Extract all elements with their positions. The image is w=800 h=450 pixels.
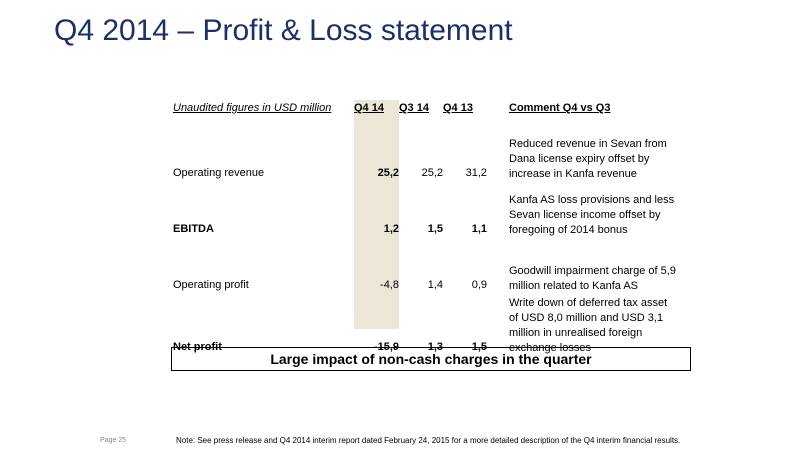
header-q3-14: Q3 14	[399, 102, 429, 114]
table-row: EBITDA 1,2 1,5 1,1 Kanfa AS loss provisi…	[173, 184, 677, 240]
header-q4-13: Q4 13	[443, 102, 473, 114]
q4-column-highlight	[354, 100, 399, 329]
row-q4-13: 31,2	[465, 167, 487, 179]
footnote: Note: See press release and Q4 2014 inte…	[176, 436, 681, 445]
page-title: Q4 2014 – Profit & Loss statement	[54, 14, 513, 47]
row-q4-13: 1,1	[471, 223, 487, 235]
table-row: Net profit -15,9 1,3 1,5 Write down of d…	[173, 296, 677, 358]
page-number: Page 25	[100, 437, 127, 444]
row-label: Operating revenue	[173, 167, 265, 179]
row-q3-14: 25,2	[421, 167, 443, 179]
header-comment: Comment Q4 vs Q3	[509, 102, 611, 114]
table-row: Operating revenue 25,2 25,2 31,2 Reduced…	[173, 128, 677, 184]
row-q4-14: -4,8	[380, 279, 399, 291]
row-comment: Goodwill impairment charge of 5,9 millio…	[509, 265, 676, 292]
row-q3-14: 1,4	[427, 279, 443, 291]
key-message-box: Large impact of non-cash charges in the …	[171, 347, 691, 371]
row-comment: Write down of deferred tax asset of USD …	[509, 297, 668, 354]
row-comment: Kanfa AS loss provisions and less Sevan …	[509, 194, 675, 236]
row-q4-14: 1,2	[383, 223, 399, 235]
table-caption: Unaudited figures in USD million	[173, 102, 332, 114]
row-q4-13: 0,9	[471, 279, 487, 291]
row-label: Operating profit	[173, 279, 249, 291]
row-label: EBITDA	[173, 223, 214, 235]
row-q4-14: 25,2	[377, 167, 399, 179]
header-q4-14: Q4 14	[354, 102, 384, 114]
pl-table: Unaudited figures in USD million Q4 14 Q…	[173, 98, 677, 358]
table-row: Operating profit -4,8 1,4 0,9 Goodwill i…	[173, 240, 677, 296]
row-q3-14: 1,5	[427, 223, 443, 235]
row-comment: Reduced revenue in Sevan from Dana licen…	[509, 138, 667, 180]
table-header-row: Unaudited figures in USD million Q4 14 Q…	[173, 98, 677, 128]
